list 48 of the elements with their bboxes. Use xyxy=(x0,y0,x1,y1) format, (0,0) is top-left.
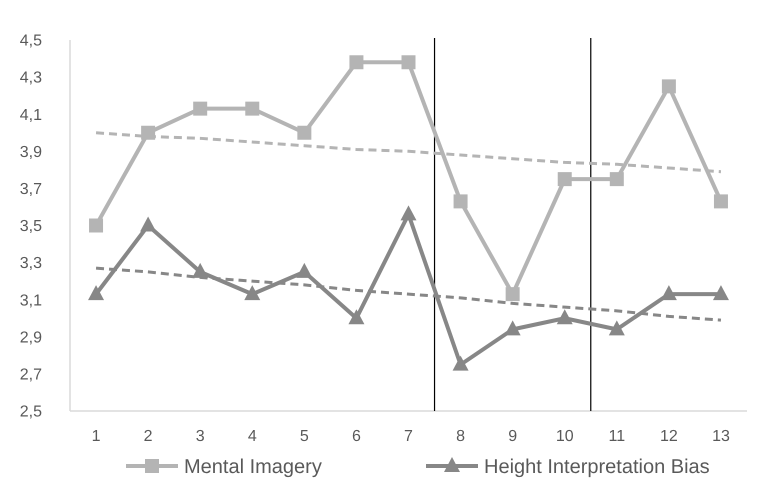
x-tick-label: 8 xyxy=(456,428,466,445)
point xyxy=(402,55,416,70)
x-tick-label: 6 xyxy=(352,428,361,445)
point xyxy=(89,218,104,232)
y-tick-label: 2,7 xyxy=(20,366,42,384)
y-tick-label: 3,7 xyxy=(20,181,42,198)
point xyxy=(452,356,469,371)
point xyxy=(610,172,624,186)
point xyxy=(88,285,104,300)
point xyxy=(556,309,573,324)
x-tick-label: 2 xyxy=(144,428,153,445)
x-tick-label: 4 xyxy=(248,428,257,445)
y-tick-label: 2,9 xyxy=(20,329,42,346)
legend-label: Mental Imagery xyxy=(184,456,322,478)
point xyxy=(712,285,729,300)
x-tick-label: 13 xyxy=(712,428,730,445)
x-tick-label: 11 xyxy=(608,428,626,445)
y-tick-label: 3,9 xyxy=(20,144,42,161)
point xyxy=(558,172,572,186)
point xyxy=(454,194,468,208)
y-tick-label: 3,5 xyxy=(20,218,42,236)
point xyxy=(297,126,312,140)
y-tick-label: 2,5 xyxy=(20,404,42,421)
point xyxy=(506,287,520,302)
x-tick-label: 12 xyxy=(660,428,678,445)
point xyxy=(245,102,260,116)
point xyxy=(714,194,728,208)
point xyxy=(400,205,416,220)
y-tick-label: 4,1 xyxy=(20,106,42,124)
y-tick-label: 4,3 xyxy=(20,70,42,87)
point xyxy=(296,262,312,278)
x-tick-label: 10 xyxy=(556,428,574,445)
y-tick-label: 3,1 xyxy=(20,292,42,310)
y-tick-label: 3,3 xyxy=(20,255,42,272)
x-tick-label: 9 xyxy=(508,428,518,445)
point xyxy=(348,309,364,324)
point xyxy=(140,216,156,232)
point xyxy=(662,79,676,94)
x-tick-label: 7 xyxy=(404,428,414,445)
x-tick-label: 1 xyxy=(92,428,101,445)
x-tick-label: 5 xyxy=(300,428,309,445)
y-tick-label: 4,5 xyxy=(20,32,42,50)
point xyxy=(193,102,208,116)
point xyxy=(244,285,260,300)
point xyxy=(608,320,625,336)
legend-label: Height Interpretation Bias xyxy=(484,456,710,478)
point xyxy=(349,55,364,70)
x-tick-label: 3 xyxy=(196,428,205,445)
